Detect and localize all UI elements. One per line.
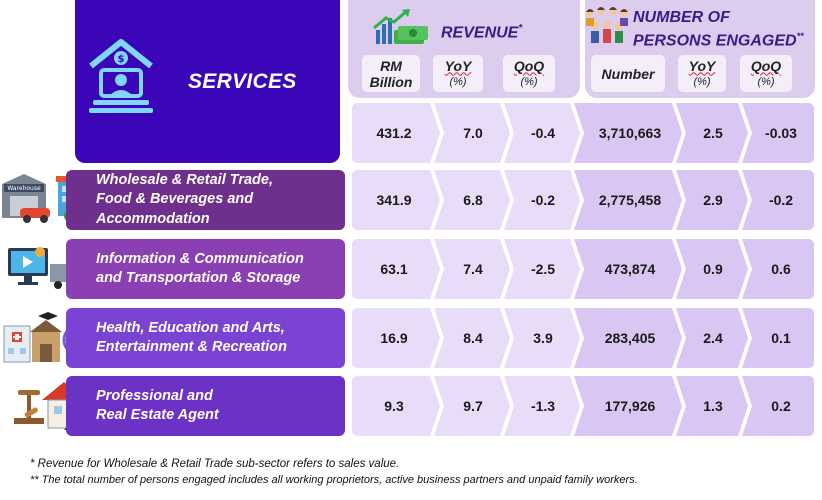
health-persons-qoq: 0.1 [771,330,791,346]
total-revenue: 431.2 [376,125,412,141]
wholesale-revenue: 341.9 [376,192,412,208]
health-revenue: 16.9 [380,330,408,346]
row-health-bg [352,308,814,368]
people-group-icon [586,7,628,43]
persons-qoq-header: QoQ (%) [740,55,792,92]
infocomm-revenue-yoy: 7.4 [463,261,483,277]
money-growth-icon [373,8,428,44]
row-professional-label: Professional and Real Estate Agent [66,376,345,436]
total-persons-qoq: -0.03 [765,125,797,141]
infocomm-persons-qoq: 0.6 [771,261,791,277]
wholesale-revenue-qoq: -0.2 [530,192,556,208]
infocomm-persons-yoy: 0.9 [703,261,723,277]
row-health-label: Health, Education and Arts, Entertainmen… [66,308,345,368]
revenue-yoy-header: YoY (%) [433,55,483,92]
total-row: 431.2 7.0 -0.4 3,710,663 2.5 -0.03 [352,103,814,163]
row-wholesale-label: Wholesale & Retail Trade, Food & Beverag… [66,170,345,230]
revenue-rm-header: RM Billion [362,55,420,92]
health-persons-yoy: 2.4 [703,330,723,346]
total-revenue-qoq: -0.4 [530,125,556,141]
health-revenue-qoq: 3.9 [533,330,553,346]
row-professional: 9.3 9.7 -1.3 177,926 1.3 0.2 [352,376,814,436]
row-infocomm: 63.1 7.4 -2.5 473,874 0.9 0.6 [352,239,814,299]
professional-persons-yoy: 1.3 [703,398,723,414]
svg-text:Warehouse: Warehouse [7,185,41,192]
revenue-qoq-header: QoQ (%) [503,55,555,92]
professional-revenue-qoq: -1.3 [530,398,556,414]
persons-yoy-header: YoY (%) [678,55,726,92]
footnote-revenue: * Revenue for Wholesale & Retail Trade s… [30,458,400,470]
persons-number-header: Number [591,55,665,92]
wholesale-persons-yoy: 2.9 [703,192,723,208]
svg-text:$: $ [118,54,125,65]
infocomm-revenue-qoq: -2.5 [530,261,556,277]
row-professional-bg [352,376,814,436]
professional-persons-number: 177,926 [604,398,656,414]
persons-engaged-title: NUMBER OF PERSONS ENGAGED** [633,9,804,50]
wholesale-revenue-yoy: 6.8 [463,192,483,208]
row-health: 16.9 8.4 3.9 283,405 2.4 0.1 [352,308,814,368]
total-row-bg [352,103,814,163]
row-infocomm-label: Information & Communication and Transpor… [66,239,345,299]
footnote-persons: ** The total number of persons engaged i… [30,474,638,486]
infocomm-persons-number: 473,874 [604,261,656,277]
row-infocomm-bg [352,239,814,299]
professional-revenue-yoy: 9.7 [463,398,483,414]
professional-persons-qoq: 0.2 [771,398,791,414]
total-persons-number: 3,710,663 [598,125,662,141]
wholesale-persons-number: 2,775,458 [598,192,662,208]
row-wholesale-bg [352,170,814,230]
total-revenue-yoy: 7.0 [463,125,483,141]
professional-revenue: 9.3 [384,398,404,414]
health-persons-number: 283,405 [604,330,656,346]
infocomm-revenue: 63.1 [380,261,408,277]
revenue-title: REVENUE* [441,23,523,42]
row-wholesale: 341.9 6.8 -0.2 2,775,458 2.9 -0.2 [352,170,814,230]
health-revenue-yoy: 8.4 [463,330,483,346]
services-title: SERVICES [188,70,297,93]
services-icon: $ [89,39,153,113]
total-persons-yoy: 2.5 [703,125,723,141]
wholesale-persons-qoq: -0.2 [768,192,794,208]
